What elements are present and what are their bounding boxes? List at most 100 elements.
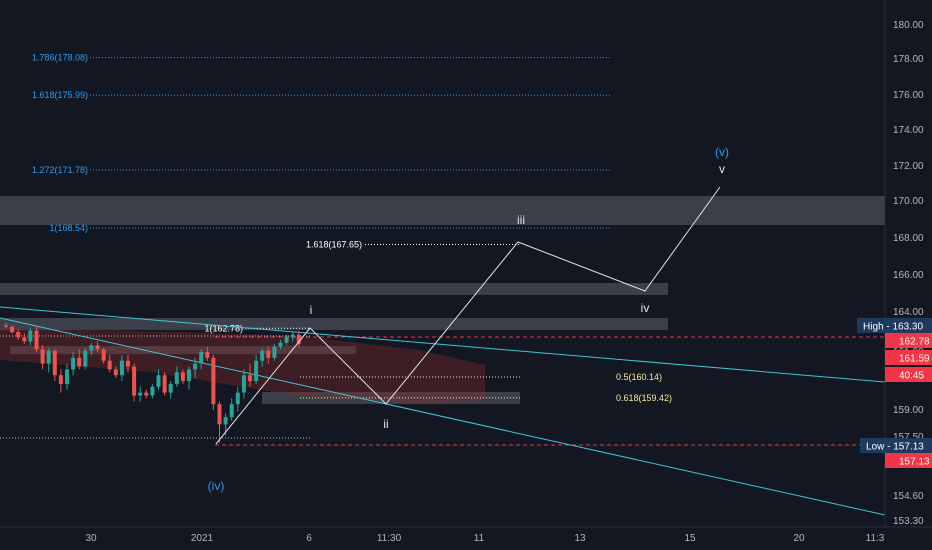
candle-body — [156, 375, 161, 387]
candle-body — [138, 392, 143, 396]
y-tick-label: 159.00 — [893, 405, 924, 416]
candle-body — [241, 375, 246, 393]
y-tick-label: 164.00 — [893, 307, 924, 318]
wave-label: (iv) — [208, 479, 225, 493]
price-badge — [885, 367, 932, 382]
candle-body — [193, 363, 198, 370]
y-tick-label: 168.00 — [893, 233, 924, 244]
y-tick-label: 180.00 — [893, 20, 924, 31]
trendline-upper — [0, 306, 886, 383]
x-tick-label: 13 — [574, 533, 586, 544]
candle-body — [211, 357, 216, 405]
candle-body — [107, 360, 112, 370]
candle-body — [40, 349, 45, 364]
y-tick-label: 166.00 — [893, 270, 924, 281]
price-badge-label: 157.13 — [899, 457, 930, 468]
fib-label: 0.618(159.42) — [616, 393, 672, 403]
price-badge — [857, 318, 932, 333]
candle-body — [95, 345, 100, 350]
price-badge — [885, 333, 932, 348]
candle-body — [10, 326, 15, 332]
candle-body — [254, 360, 259, 381]
candle-body — [16, 332, 21, 338]
zone-rect — [0, 283, 668, 295]
zone-rect — [0, 196, 885, 225]
candle-body — [22, 337, 27, 342]
y-tick-label: 157.50 — [893, 432, 924, 443]
candle-body — [113, 369, 118, 376]
y-tick-label: 174.00 — [893, 125, 924, 136]
candle-body — [162, 375, 167, 393]
candle-body — [28, 330, 33, 342]
price-badge-label: Low - 157.13 — [866, 442, 924, 453]
price-badge — [860, 438, 932, 453]
y-tick-label: 178.00 — [893, 54, 924, 65]
x-tick-label: 15 — [684, 533, 696, 544]
candle-body — [284, 337, 289, 343]
price-badge-label: 40:45 — [899, 371, 924, 382]
wave-projection-path — [215, 186, 721, 445]
candle-body — [260, 350, 265, 361]
candle-body — [101, 349, 106, 361]
candle-body — [229, 404, 234, 418]
candle-body — [58, 375, 63, 384]
fib-label: 1.786(178.08) — [32, 53, 88, 63]
candle-body — [150, 386, 155, 396]
candle-body — [89, 345, 94, 351]
y-tick-label: 154.60 — [893, 491, 924, 502]
x-tick-label: 20 — [793, 533, 805, 544]
candle-body — [278, 342, 283, 347]
candle-body — [180, 372, 185, 381]
x-tick-label: 30 — [85, 533, 97, 544]
price-badge-label: 162.78 — [899, 337, 930, 348]
fib-label: 1.272(171.78) — [32, 165, 88, 175]
fib-label: 1(162.78) — [204, 323, 243, 333]
cloud-area — [0, 328, 485, 404]
x-tick-label: 6 — [306, 533, 312, 544]
candle-body — [223, 417, 228, 425]
y-tick-label: 170.00 — [893, 196, 924, 207]
price-badge-label: 161.59 — [899, 354, 930, 365]
y-tick-label: 176.00 — [893, 90, 924, 101]
candle-body — [52, 350, 57, 376]
candle-body — [4, 325, 8, 327]
y-tick-label: 172.00 — [893, 161, 924, 172]
candle-body — [235, 392, 240, 405]
fib-label: 1.618(167.65) — [306, 239, 362, 249]
candle-body — [272, 346, 277, 358]
candle-body — [296, 334, 301, 345]
price-badge — [885, 453, 932, 468]
candle-body — [199, 352, 204, 364]
fib-label: 1(168.54) — [49, 223, 88, 233]
candle-body — [217, 404, 222, 425]
candle-body — [187, 369, 191, 381]
candle-body — [71, 357, 76, 370]
candle-body — [168, 383, 173, 393]
wave-label: iv — [641, 301, 650, 315]
wave-label: ii — [383, 417, 388, 431]
candle-body — [46, 350, 51, 364]
candle-body — [174, 372, 179, 384]
fib-label: 1.618(175.99) — [32, 90, 88, 100]
candle-body — [77, 357, 82, 367]
price-badge — [885, 350, 932, 365]
candle-body — [119, 360, 124, 376]
wave-label: v — [719, 162, 725, 176]
x-tick-label: 11 — [474, 533, 485, 544]
candle-body — [132, 366, 137, 396]
candle-body — [290, 334, 295, 338]
candle-body — [144, 392, 149, 396]
x-tick-label: 2021 — [191, 533, 214, 544]
candle-body — [126, 360, 130, 367]
fib-label: 0.5(160.14) — [616, 372, 662, 382]
price-badge-label: High - 163.30 — [863, 322, 923, 333]
zone-rect — [0, 318, 668, 330]
wave-label: (v) — [715, 145, 729, 159]
y-tick-label: 153.30 — [893, 516, 924, 527]
x-tick-label: 11:30 — [377, 533, 402, 544]
candle-body — [266, 350, 271, 358]
candle-body — [205, 352, 210, 358]
candle-body — [248, 375, 252, 381]
zone-rect — [10, 346, 356, 354]
